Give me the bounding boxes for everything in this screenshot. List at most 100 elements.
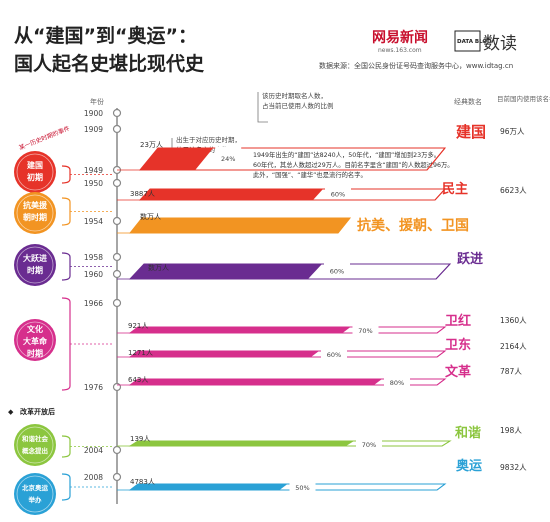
birth-note-line1: 出生于对应历史时期，	[176, 135, 241, 144]
row-share-fill	[140, 148, 214, 170]
classic-name-label: 卫东	[445, 337, 471, 353]
reform-label: 改革开放后	[20, 407, 55, 416]
share-label-bg	[356, 440, 382, 448]
legend-line1: 该历史时期取名人数，	[262, 91, 327, 100]
share-label-bg	[321, 350, 347, 358]
era-bracket	[61, 473, 71, 501]
year-tick-label: 1976	[84, 383, 103, 392]
classic-name-label: 民主	[442, 181, 468, 197]
data-source: 数据来源：全国公民身份证号码查询服务中心，www.idtag.cn	[319, 61, 513, 70]
netease-news-logo: 网易新闻 news.163.com	[372, 29, 428, 54]
era-bracket-label: 某一历史时期的事件	[18, 124, 71, 152]
share-label-bg	[215, 147, 242, 168]
current-users-value: 198人	[500, 426, 522, 435]
era-circle	[14, 473, 56, 515]
name-row: 24% 23万人 建国 96万人	[117, 123, 525, 171]
row-share-fill	[130, 218, 350, 233]
classic-name-label: 奥运	[456, 458, 482, 474]
era-circle	[14, 244, 56, 286]
era-badge: 北京奥运举办	[14, 473, 112, 515]
chart-title-line2: 国人起名史堪比现代史	[14, 52, 205, 75]
share-label-bg	[352, 326, 379, 334]
chart-title-line1: 从“建国”到“奥运”：	[14, 24, 197, 47]
current-users-value: 787人	[500, 367, 522, 376]
name-row: 70% 921人 卫红 1360人	[117, 313, 527, 335]
year-tick-dot	[112, 108, 122, 118]
jianguo-note: 1949年出生的“建国”达8240人，50年代，“建国”增加到23万多。 60年…	[253, 150, 454, 179]
current-users-value: 1360人	[500, 316, 527, 325]
share-label-bg	[324, 263, 350, 277]
year-ticks: 1900 1909 1949 1950 1954 1958 1960 1966 1976 2004…	[84, 108, 122, 482]
era-bracket	[61, 297, 71, 391]
era-label: 抗美援朝时期	[23, 200, 48, 222]
share-label-bg	[289, 483, 316, 491]
reform-marker: ◆	[8, 408, 14, 416]
era-bracket	[61, 197, 71, 226]
year-tick-dot	[112, 252, 122, 262]
share-label: 50%	[295, 484, 309, 492]
row-connector	[436, 483, 446, 491]
era-label: 文化大革命时期	[23, 324, 48, 358]
era-circle	[14, 192, 56, 234]
classic-name-label: 卫红	[445, 313, 471, 329]
share-label: 80%	[390, 379, 404, 387]
row-share-fill	[140, 189, 323, 200]
year-tick-label: 1949	[84, 166, 103, 175]
current-users-value: 6623人	[500, 186, 527, 195]
share-label-bg	[384, 378, 410, 386]
row-connector	[434, 188, 446, 201]
year-tick-dot	[112, 216, 122, 226]
classic-name-label: 建国	[456, 123, 486, 141]
legend-line2: 占当前已使用人数的比例	[262, 101, 334, 110]
era-label: 大跃进时期	[23, 253, 47, 275]
period-count-label: 4783人	[130, 478, 155, 486]
legend-annotation: 该历史时期取名人数， 占当前已使用人数的比例	[257, 91, 334, 123]
row-share-fill	[130, 441, 354, 446]
row-share-fill	[130, 379, 382, 385]
current-users-value: 96万人	[500, 127, 525, 136]
jianguo-note-line3: 此外，“国强”、“建华”也是流行的名字。	[253, 170, 367, 179]
row-connector	[436, 350, 446, 358]
year-tick-label: 2008	[84, 473, 103, 482]
era-circle-ring	[16, 246, 54, 284]
share-label-bg	[325, 188, 351, 198]
period-count-label: 921人	[128, 322, 148, 330]
year-tick-dot	[112, 445, 122, 455]
classic-name-label: 跃进	[457, 252, 483, 267]
era-label: 和谐社会概念提出	[21, 434, 49, 455]
share-label: 60%	[330, 268, 344, 276]
era-circle-ring	[16, 426, 54, 464]
year-tick-label: 2004	[84, 446, 103, 455]
era-badge: 抗美援朝时期	[14, 192, 112, 234]
era-badge: 和谐社会概念提出	[14, 424, 112, 466]
name-row: 70% 139人 和谐 198人	[117, 425, 522, 449]
era-circle	[14, 319, 56, 361]
share-label: 24%	[221, 155, 235, 163]
datablog-text: DATA BLOG	[457, 39, 492, 45]
year-tick-label: 1909	[84, 125, 103, 134]
year-tick-label: 1960	[84, 270, 103, 279]
year-tick-label: 1958	[84, 253, 103, 262]
datablog-logo: DATA BLOG 数读	[454, 30, 517, 54]
jianguo-note-line2: 60年代，其总人数超过29万人。目前名字里含“建国”的人数超过96万。	[253, 160, 454, 169]
name-row: 60% 3887人 民主 6623人	[117, 181, 527, 201]
classic-name-label: 文革	[445, 364, 471, 380]
shudu-text: 数读	[483, 34, 517, 54]
row-connector	[337, 217, 351, 234]
year-column-header: 年份	[90, 97, 104, 106]
row-connector	[426, 147, 446, 171]
era-label: 北京奥运举办	[22, 483, 49, 504]
year-tick-label: 1954	[84, 217, 103, 226]
era-circle-ring	[16, 194, 54, 232]
period-count-label: 139人	[130, 435, 150, 443]
period-count-label: 3887人	[130, 190, 155, 198]
era-bracket	[61, 252, 71, 281]
era-circle	[14, 424, 56, 466]
era-label: 建国初期	[26, 160, 43, 182]
row-share-fill	[130, 264, 322, 279]
era-badge: 建国初期	[14, 151, 112, 193]
year-tick-dot	[112, 382, 122, 392]
